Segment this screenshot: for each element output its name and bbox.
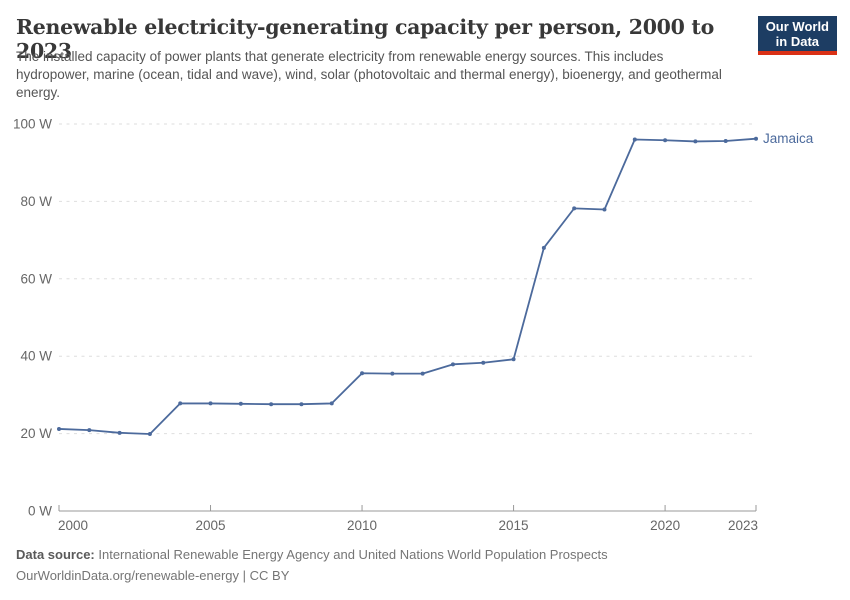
- license-line[interactable]: OurWorldinData.org/renewable-energy | CC…: [16, 568, 290, 583]
- owid-logo-line1: Our World: [765, 19, 829, 34]
- y-axis-tick-label: 100 W: [13, 117, 52, 132]
- x-axis-tick-label: 2005: [195, 518, 225, 533]
- y-axis-tick-label: 0 W: [28, 504, 52, 519]
- data-line[interactable]: [58, 137, 757, 435]
- y-axis-tick-label: 20 W: [20, 426, 52, 441]
- data-point-marker[interactable]: [663, 138, 668, 143]
- data-point-marker[interactable]: [208, 401, 213, 406]
- data-source-label: Data source:: [16, 547, 95, 562]
- data-point-marker[interactable]: [572, 206, 577, 211]
- data-point-marker[interactable]: [541, 245, 546, 250]
- x-axis-tick-label: 2010: [347, 518, 377, 533]
- data-point-marker[interactable]: [511, 357, 516, 362]
- y-axis-tick-label: 60 W: [20, 271, 52, 286]
- data-point-marker[interactable]: [693, 139, 698, 144]
- x-axis-tick-label: 2000: [58, 518, 88, 533]
- data-point-marker[interactable]: [390, 371, 395, 376]
- series-label[interactable]: Jamaica: [763, 131, 814, 146]
- data-point-marker[interactable]: [329, 401, 334, 406]
- x-axis-tick-label: 2020: [650, 518, 680, 533]
- data-point-marker[interactable]: [299, 402, 304, 407]
- data-point-marker[interactable]: [420, 371, 425, 376]
- data-point-marker[interactable]: [117, 430, 122, 435]
- data-point-marker[interactable]: [450, 362, 455, 367]
- data-point-marker[interactable]: [269, 402, 274, 407]
- data-point-marker[interactable]: [147, 431, 152, 436]
- x-axis-tick-label: 2015: [499, 518, 529, 533]
- data-point-marker[interactable]: [723, 139, 728, 144]
- chart-title: Renewable electricity-generating capacit…: [16, 15, 714, 63]
- data-point-marker[interactable]: [632, 137, 637, 142]
- data-point-marker[interactable]: [238, 401, 243, 406]
- chart-subtitle: The installed capacity of power plants t…: [16, 49, 722, 100]
- data-point-marker[interactable]: [360, 371, 365, 376]
- data-point-marker[interactable]: [754, 136, 758, 141]
- data-point-marker[interactable]: [481, 360, 486, 365]
- owid-logo: Our World in Data: [757, 16, 837, 55]
- y-axis-tick-label: 40 W: [20, 349, 52, 364]
- owid-logo-line2: in Data: [775, 34, 820, 49]
- x-axis-tick-label: 2023: [728, 518, 758, 533]
- y-axis-tick-label: 80 W: [20, 194, 52, 209]
- data-point-marker[interactable]: [178, 401, 183, 406]
- data-point-marker[interactable]: [57, 426, 61, 431]
- data-source-line: Data source: International Renewable Ene…: [16, 547, 608, 562]
- data-point-marker[interactable]: [87, 428, 92, 433]
- data-point-marker[interactable]: [602, 207, 607, 212]
- data-source-text: International Renewable Energy Agency an…: [98, 547, 608, 562]
